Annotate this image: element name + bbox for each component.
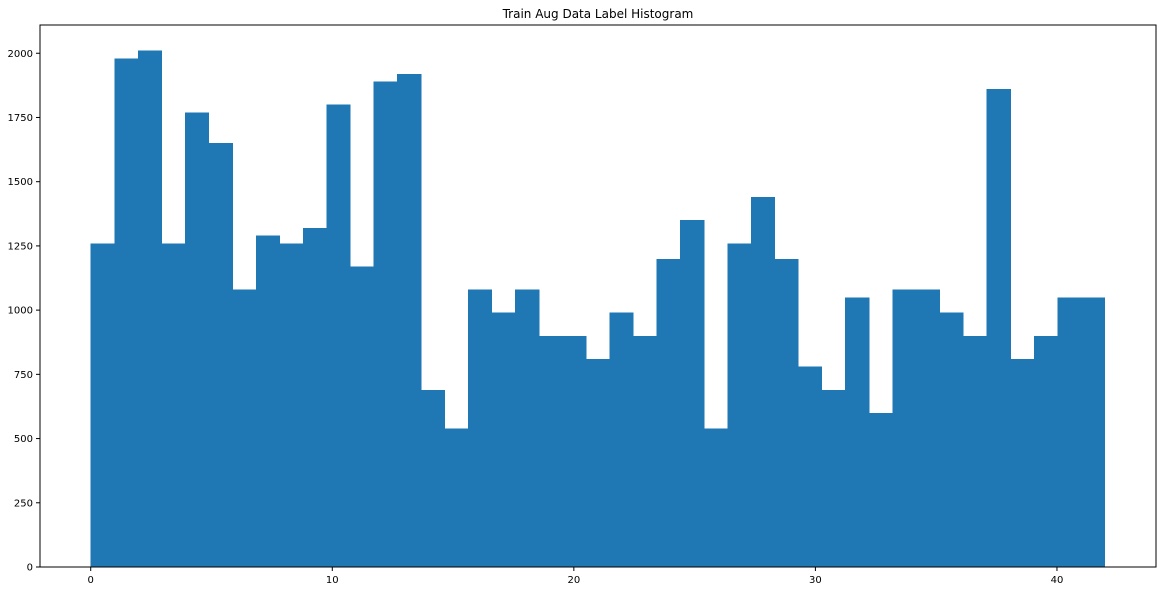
histogram-bar bbox=[585, 358, 611, 567]
histogram-bar bbox=[232, 289, 257, 567]
bars-group bbox=[90, 50, 1106, 567]
x-tick-label: 0 bbox=[88, 575, 94, 586]
histogram-bar bbox=[963, 335, 988, 567]
x-tick-label: 20 bbox=[567, 575, 580, 586]
histogram-bar bbox=[609, 312, 634, 567]
histogram-bar bbox=[562, 335, 587, 567]
histogram-bar bbox=[420, 389, 445, 567]
histogram-bar bbox=[821, 389, 846, 567]
y-tick-label: 2000 bbox=[8, 49, 33, 60]
histogram-bar bbox=[939, 312, 964, 567]
axes-frame bbox=[39, 24, 1157, 568]
y-ticks-group: 0 250 500 750 1000 1250 1500 1750 2000 bbox=[8, 49, 40, 574]
histogram-bar bbox=[680, 220, 705, 567]
histogram-bar bbox=[915, 289, 941, 567]
histogram-bar bbox=[302, 227, 328, 567]
histogram-bar bbox=[632, 335, 658, 567]
chart-title: Train Aug Data Label Histogram bbox=[502, 7, 694, 21]
y-tick-label: 1000 bbox=[8, 306, 33, 317]
histogram-bar bbox=[208, 143, 233, 567]
x-tick-label: 10 bbox=[326, 575, 339, 586]
histogram-bar bbox=[750, 197, 776, 567]
histogram-bar bbox=[397, 73, 422, 567]
histogram-bar bbox=[137, 50, 163, 567]
y-tick-label: 500 bbox=[14, 434, 33, 445]
histogram-bar bbox=[656, 258, 681, 567]
x-tick-label: 40 bbox=[1051, 575, 1064, 586]
y-tick-label: 250 bbox=[14, 498, 33, 509]
y-tick-label: 1750 bbox=[8, 113, 33, 124]
histogram-bar bbox=[845, 297, 870, 567]
histogram-bar bbox=[986, 89, 1011, 567]
histogram-bar bbox=[1057, 297, 1082, 567]
histogram-bar bbox=[727, 243, 752, 567]
histogram-bar bbox=[538, 335, 563, 567]
histogram-bar bbox=[467, 289, 493, 567]
histogram-bar bbox=[515, 289, 540, 567]
histogram-bar bbox=[1033, 335, 1058, 567]
histogram-bar bbox=[161, 243, 186, 567]
histogram-bar bbox=[1010, 358, 1035, 567]
histogram-bar bbox=[90, 243, 115, 567]
histogram-bar bbox=[798, 366, 823, 567]
y-tick-label: 0 bbox=[27, 563, 33, 574]
histogram-bar bbox=[255, 235, 280, 567]
histogram-bar bbox=[114, 58, 139, 567]
y-tick-label: 750 bbox=[14, 370, 33, 381]
histogram-bar bbox=[703, 428, 728, 567]
histogram-bar bbox=[185, 112, 210, 567]
histogram-bar bbox=[444, 428, 469, 567]
histogram-bar bbox=[279, 243, 304, 567]
y-tick-label: 1500 bbox=[8, 177, 33, 188]
histogram-bar bbox=[326, 104, 351, 567]
histogram-bar bbox=[1080, 297, 1106, 567]
axes-group bbox=[39, 24, 1157, 568]
histogram-bar bbox=[373, 81, 398, 567]
histogram-bar bbox=[491, 312, 516, 567]
histogram-bar bbox=[350, 266, 375, 567]
histogram-bar bbox=[892, 289, 917, 567]
histogram-bar bbox=[774, 258, 799, 567]
y-tick-label: 1250 bbox=[8, 241, 33, 252]
histogram-bar bbox=[868, 412, 893, 567]
x-tick-label: 30 bbox=[809, 575, 822, 586]
x-ticks-group: 0 10 20 30 40 bbox=[88, 567, 1064, 586]
